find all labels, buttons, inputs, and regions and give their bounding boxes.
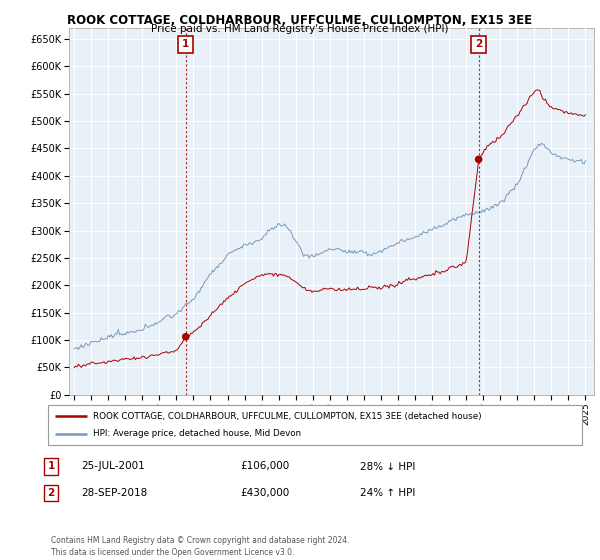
Text: 24% ↑ HPI: 24% ↑ HPI bbox=[360, 488, 415, 498]
Text: 1: 1 bbox=[182, 39, 190, 49]
Point bbox=[474, 155, 484, 164]
Point bbox=[181, 332, 191, 341]
Text: 28-SEP-2018: 28-SEP-2018 bbox=[81, 488, 147, 498]
Text: Price paid vs. HM Land Registry's House Price Index (HPI): Price paid vs. HM Land Registry's House … bbox=[151, 24, 449, 34]
Text: 1: 1 bbox=[47, 461, 55, 472]
Text: ROOK COTTAGE, COLDHARBOUR, UFFCULME, CULLOMPTON, EX15 3EE (detached house): ROOK COTTAGE, COLDHARBOUR, UFFCULME, CUL… bbox=[93, 412, 482, 421]
Text: 2: 2 bbox=[47, 488, 55, 498]
Text: £430,000: £430,000 bbox=[240, 488, 289, 498]
Text: 25-JUL-2001: 25-JUL-2001 bbox=[81, 461, 145, 472]
Text: Contains HM Land Registry data © Crown copyright and database right 2024.
This d: Contains HM Land Registry data © Crown c… bbox=[51, 536, 349, 557]
Text: HPI: Average price, detached house, Mid Devon: HPI: Average price, detached house, Mid … bbox=[93, 430, 301, 438]
Text: ROOK COTTAGE, COLDHARBOUR, UFFCULME, CULLOMPTON, EX15 3EE: ROOK COTTAGE, COLDHARBOUR, UFFCULME, CUL… bbox=[67, 14, 533, 27]
Text: £106,000: £106,000 bbox=[240, 461, 289, 472]
Text: 2: 2 bbox=[475, 39, 482, 49]
Text: 28% ↓ HPI: 28% ↓ HPI bbox=[360, 461, 415, 472]
